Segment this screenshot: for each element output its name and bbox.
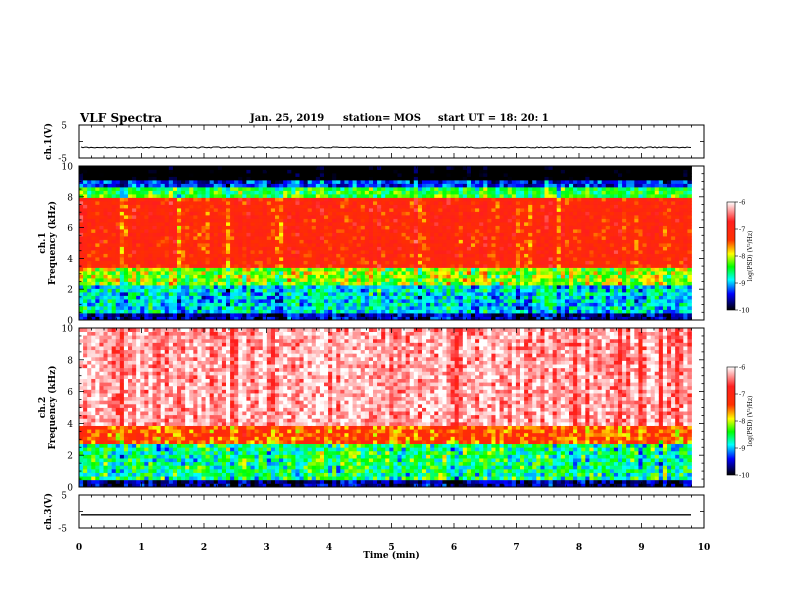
colorbar-tick-label: -6 [739, 199, 745, 207]
x-tick-label: 1 [138, 543, 144, 553]
ch3-waveform-ylabel: ch.3(V) [43, 493, 54, 530]
x-tick-label: 0 [76, 543, 82, 553]
y-tick-label: 10 [62, 325, 74, 335]
ch1-spectrogram-cells [79, 166, 692, 321]
colorbar-tick-label: -9 [739, 280, 745, 288]
x-tick-label: 10 [698, 543, 711, 553]
colorbar-tick-label: -10 [739, 472, 749, 480]
y-tick-label: 4 [67, 420, 73, 430]
colorbar-tick-label: -8 [739, 253, 745, 261]
y-tick-label: -5 [58, 525, 67, 535]
y-tick-label: 2 [67, 452, 73, 462]
x-tick-label: 9 [638, 543, 644, 553]
ch2-colorbar [726, 366, 736, 476]
y-tick-label: 2 [67, 286, 73, 296]
y-tick-label: 4 [67, 255, 73, 265]
x-tick-label: 2 [201, 543, 207, 553]
ch1-waveform-ylabel: ch.1(V) [43, 123, 54, 160]
colorbar-tick-label: -7 [739, 391, 745, 399]
y-tick-label: 8 [67, 356, 73, 366]
ch1-spectrogram-ylabel: ch.1 [38, 232, 48, 253]
header-station: station= MOS [343, 113, 421, 124]
y-tick-label: 10 [62, 163, 74, 173]
x-tick-label: 4 [326, 543, 332, 553]
y-tick-label: 0 [67, 484, 73, 494]
ch2-spectrogram-cells [79, 328, 692, 488]
ch1-waveform-trace [80, 146, 692, 149]
x-tick-label: 3 [263, 543, 269, 553]
colorbar-tick-label: -7 [739, 226, 745, 234]
colorbar-tick-label: -6 [739, 364, 745, 372]
colorbar-tick-label: -9 [739, 445, 745, 453]
ch1-colorbar [726, 201, 736, 311]
y-tick-label: 5 [61, 492, 67, 502]
ch2-spectrogram-ylabel: ch.2 [38, 397, 48, 418]
ch2-colorbar-label: log(PSD) (V²/Hz) [747, 396, 754, 447]
y-tick-label: 6 [67, 224, 73, 234]
ch2-spectrogram-ylabel: Frequency (kHz) [47, 365, 58, 449]
ch1-colorbar-label: log(PSD) (V²/Hz) [747, 231, 754, 282]
colorbar-tick-label: -10 [739, 307, 749, 315]
x-tick-label: 8 [576, 543, 582, 553]
y-tick-label: 6 [67, 388, 73, 398]
page-title: VLF Spectra [80, 111, 163, 125]
header-date: Jan. 25, 2019 [250, 113, 325, 124]
colorbar-tick-label: -8 [739, 418, 745, 426]
y-tick-label: 8 [67, 193, 73, 203]
ch1-spectrogram-ylabel: Frequency (kHz) [47, 201, 58, 285]
header-start-time: start UT = 18: 20: 1 [438, 113, 549, 124]
x-tick-label: 7 [513, 543, 519, 553]
y-tick-label: -5 [58, 155, 67, 165]
x-axis-label: Time (min) [363, 550, 420, 561]
y-tick-label: 5 [61, 122, 67, 132]
y-tick-label: 0 [67, 317, 73, 327]
x-tick-label: 5 [388, 543, 394, 553]
x-tick-label: 6 [451, 543, 457, 553]
